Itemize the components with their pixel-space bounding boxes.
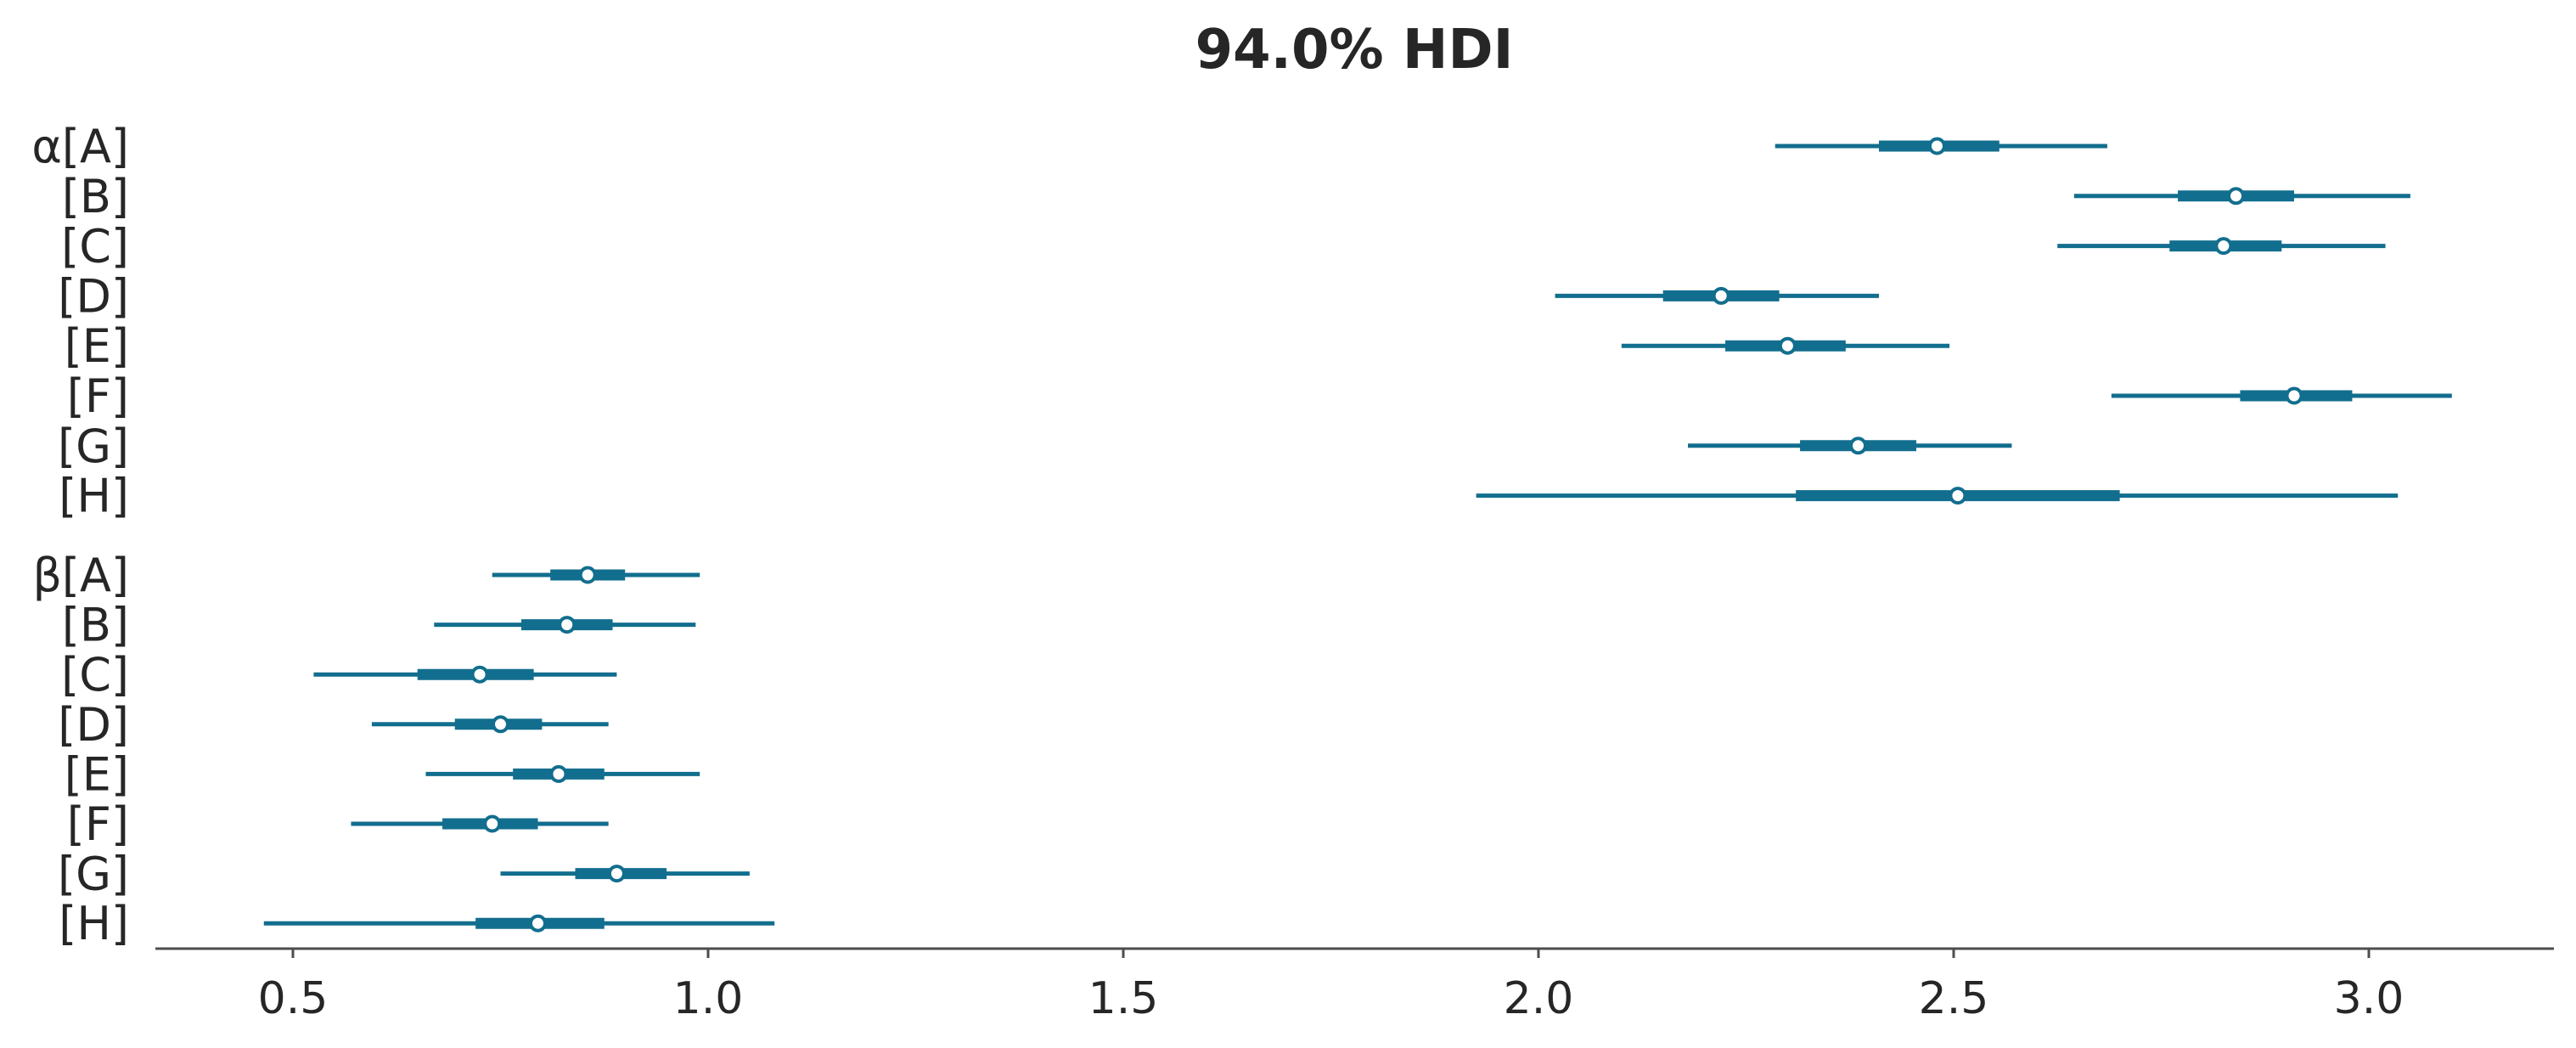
- row-label: β[A]: [32, 549, 129, 602]
- median-point: [2227, 187, 2246, 206]
- forest-row: [C]: [61, 648, 617, 701]
- row-label: [E]: [65, 319, 129, 373]
- x-tick-label: 2.0: [1504, 973, 1574, 1024]
- row-label: [F]: [67, 369, 129, 423]
- forest-row: [E]: [65, 747, 700, 801]
- x-tick-label: 3.0: [2334, 973, 2404, 1024]
- x-tick-label: 0.5: [258, 973, 329, 1024]
- median-point: [607, 865, 626, 883]
- median-point: [1778, 336, 1797, 355]
- forest-row: [F]: [67, 369, 2452, 423]
- x-tick-label: 2.5: [1919, 973, 1989, 1024]
- median-point: [549, 764, 568, 783]
- rows-layer: α[A][B][C][D][E][F][G][H]β[A][B][C][D][E…: [31, 120, 2452, 950]
- median-point: [578, 566, 597, 584]
- x-tick-label: 1.0: [673, 973, 744, 1024]
- forest-row: β[A]: [32, 549, 700, 602]
- median-point: [1949, 487, 1967, 505]
- median-point: [2214, 237, 2233, 256]
- median-point: [529, 914, 548, 932]
- x-tick-label: 1.5: [1088, 973, 1159, 1024]
- row-label: α[A]: [31, 120, 129, 173]
- row-label: [G]: [58, 848, 129, 901]
- median-point: [492, 715, 509, 734]
- row-label: [H]: [59, 470, 129, 523]
- row-label: [C]: [61, 220, 129, 273]
- row-label: [B]: [62, 599, 129, 652]
- forest-row: [D]: [58, 269, 1879, 323]
- row-label: [B]: [62, 170, 129, 223]
- median-point: [1927, 137, 1946, 155]
- forest-row: [H]: [59, 897, 775, 950]
- median-point: [2285, 386, 2303, 405]
- median-point: [558, 616, 577, 634]
- median-point: [483, 814, 502, 833]
- row-label: [D]: [58, 269, 129, 323]
- forest-row: [E]: [65, 319, 1950, 373]
- median-point: [1849, 437, 1868, 455]
- forest-row: [H]: [59, 470, 2399, 523]
- forest-row: [G]: [58, 848, 750, 901]
- chart-title: 94.0% HDI: [1195, 19, 1514, 82]
- row-label: [F]: [67, 797, 129, 851]
- forest-row: [B]: [62, 599, 696, 652]
- forest-row: [F]: [67, 797, 609, 851]
- x-axis: 0.5 1.0 1.5 2.0 2.5 3.0: [155, 947, 2554, 1024]
- row-label: [E]: [65, 747, 129, 801]
- forest-row: [D]: [58, 698, 609, 752]
- forest-row: [G]: [58, 420, 2012, 473]
- row-label: [C]: [61, 648, 129, 701]
- median-point: [1712, 286, 1730, 305]
- row-label: [H]: [59, 897, 129, 950]
- row-label: [G]: [58, 420, 129, 473]
- forest-row: [C]: [61, 220, 2386, 273]
- forest-row: α[A]: [31, 120, 2107, 173]
- median-point: [470, 665, 489, 684]
- forest-row: [B]: [62, 170, 2410, 223]
- row-label: [D]: [58, 698, 129, 752]
